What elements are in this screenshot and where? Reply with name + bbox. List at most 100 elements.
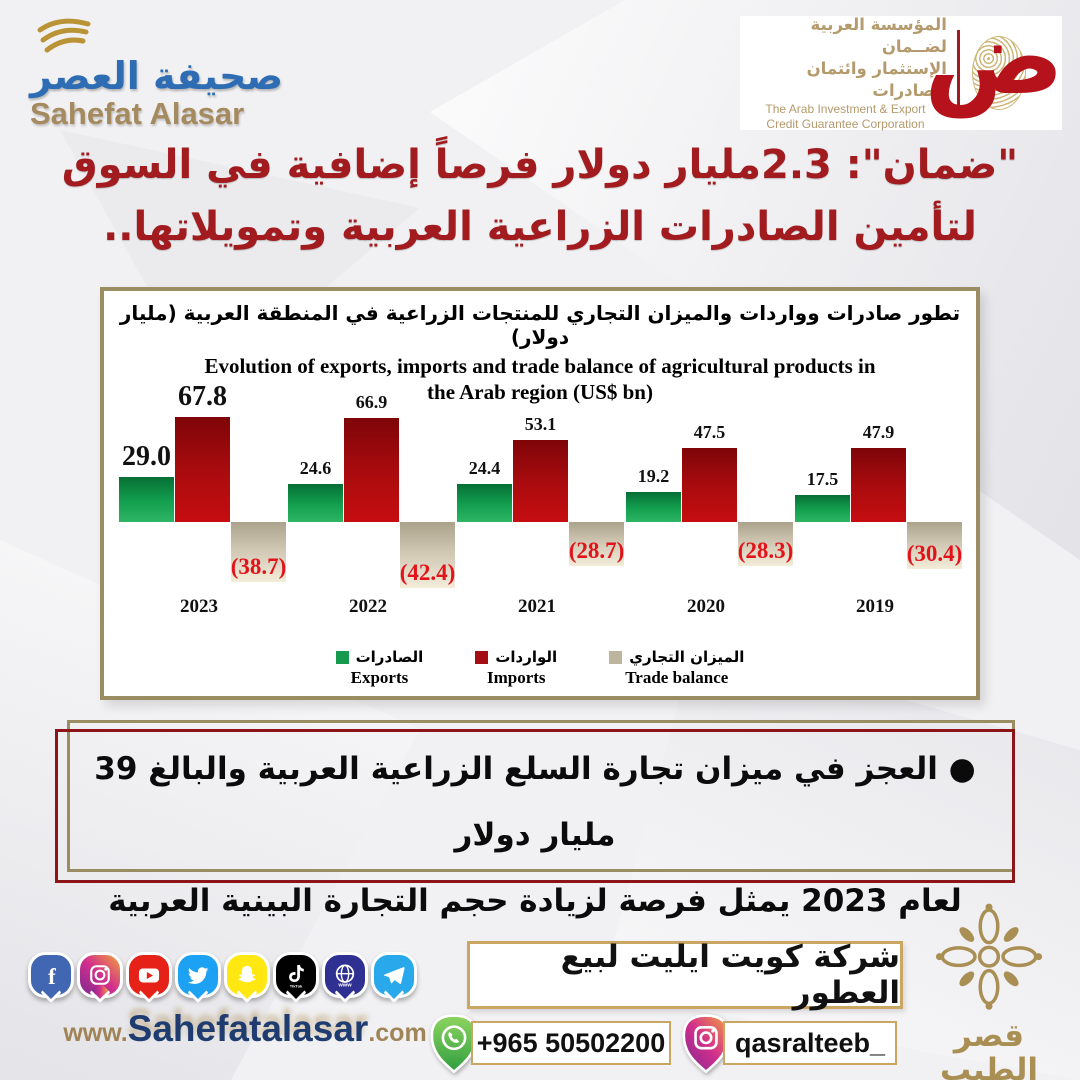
instagram-icon[interactable] (77, 952, 123, 998)
note-line-1: ● العجز في ميزان تجارة السلع الزراعية ال… (94, 751, 976, 853)
website-prefix: www. (63, 1019, 128, 1047)
bar-imports-2019 (851, 448, 906, 522)
website-suffix: .com (368, 1019, 427, 1047)
legend-label-ar: الصادرات (355, 648, 424, 666)
value-label: 47.5 (693, 422, 726, 442)
snapchat-icon[interactable] (224, 952, 270, 998)
bar-exports-2020 (626, 492, 681, 522)
headline-line-1: "ضمان": 2.3مليار دولار فرصاً إضافية في ا… (61, 142, 1019, 188)
value-label: 67.8 (178, 381, 227, 412)
instagram-handle-box[interactable]: qasralteeb_ (723, 1021, 897, 1065)
chart-group-2022: 24.6 66.9 (42.4) 2022 (273, 387, 455, 627)
chart-plot: 29.0 67.8 (38.7) 2023 24.6 66.9 (42.4) 2022 24.4… (104, 381, 976, 627)
value-label: 53.1 (524, 414, 557, 434)
bar-exports-2023 (119, 477, 174, 522)
instagram-handle: qasralteeb_ (734, 1027, 886, 1058)
bar-exports-2019 (795, 495, 850, 522)
bar-trade-balance-2022 (400, 522, 455, 588)
value-label: (28.3) (737, 538, 794, 563)
bar-imports-2021 (513, 440, 568, 522)
legend-swatch (335, 650, 349, 664)
svg-text:TikTok: TikTok (290, 983, 303, 988)
category-label-2023: 2023 (180, 596, 218, 617)
website-name: Sahefatalasar (127, 1008, 369, 1049)
dad-letter: ض (924, 0, 1064, 118)
category-label-2019: 2019 (856, 596, 894, 617)
legend-item-trade-balance: الميزان التجاري Trade balance (609, 648, 744, 688)
ad-title: شركة كويت ايليت لبيع العطور (560, 939, 900, 1011)
bar-trade-balance-2023 (231, 522, 286, 582)
bar-trade-balance-2020 (738, 522, 793, 566)
value-label: (38.7) (230, 554, 287, 579)
legend-label-ar: الواردات (495, 648, 558, 666)
bar-imports-2022 (344, 418, 399, 522)
calligraphy-oval (971, 36, 1026, 110)
corporation-name-ar-1: المؤسسة العربية لضــمان (810, 15, 947, 56)
bar-imports-2020 (682, 448, 737, 522)
legend-label-en: Exports (350, 668, 409, 687)
qasr-alteeb-logo: قصر الطيب Qasr Al-Teeb (903, 903, 1075, 1080)
chart-box: تطور صادرات وواردات والميزان التجاري للم… (100, 287, 980, 700)
facebook-icon[interactable]: f (28, 952, 74, 998)
legend-label-ar: الميزان التجاري (629, 648, 745, 666)
telegram-icon[interactable] (371, 952, 417, 998)
svg-text:f: f (48, 964, 56, 989)
www-icon[interactable]: www (322, 952, 368, 998)
youtube-icon[interactable] (126, 952, 172, 998)
headline-line-2: لتأمين الصادرات الزراعية العربية وتمويلا… (103, 204, 977, 250)
chart-legend: الصادرات Exports الواردات Imports الميزان ال… (104, 648, 976, 688)
qasr-name-arabic: قصر الطيب (940, 1018, 1038, 1080)
corporation-name-ar-2: الإستثمار وائتمان الصادرات (806, 59, 947, 100)
headline: "ضمان": 2.3مليار دولار فرصاً إضافية في ا… (40, 134, 1040, 258)
whatsapp-number-box[interactable]: +965 50502200 (471, 1021, 671, 1065)
category-label-2022: 2022 (349, 596, 387, 617)
social-icons-row: f TikTok www (28, 952, 417, 998)
chart-title-arabic: تطور صادرات وواردات والميزان التجاري للم… (119, 301, 961, 349)
guarantee-corporation-logo: المؤسسة العربية لضــمان الإستثمار وائتما… (740, 0, 1064, 132)
chart-group-2019: 17.5 47.9 (30.4) 2019 (780, 387, 962, 627)
whatsapp-badge-icon[interactable] (427, 1013, 481, 1073)
tiktok-icon[interactable]: TikTok (273, 952, 319, 998)
value-label: (42.4) (399, 560, 456, 585)
note-text: ● العجز في ميزان تجارة السلع الزراعية ال… (70, 736, 1000, 934)
chart-group-2020: 19.2 47.5 (28.3) 2020 (611, 387, 793, 627)
chart-group-2021: 24.4 53.1 (28.7) 2021 (442, 387, 624, 627)
value-label: (30.4) (906, 541, 963, 566)
ad-title-box: شركة كويت ايليت لبيع العطور (467, 939, 903, 1011)
website-link[interactable]: www.Sahefatalasar.com (40, 1008, 450, 1050)
chart-title-english: Evolution of exports, imports and trade … (204, 354, 876, 404)
legend-label-en: Trade balance (625, 668, 729, 687)
twitter-icon[interactable] (175, 952, 221, 998)
brand-name-english: Sahefat Alasar (30, 96, 245, 131)
value-label: 29.0 (122, 441, 171, 472)
corporation-name-en-1: The Arab Investment & Export (765, 102, 926, 116)
bar-imports-2023 (175, 417, 230, 522)
brand-name-arabic: صحيفة العصر (30, 54, 284, 98)
category-label-2020: 2020 (687, 596, 725, 617)
legend-item-exports: الصادرات Exports (335, 648, 424, 688)
svg-text:www: www (337, 982, 352, 988)
value-label: 24.6 (299, 458, 332, 478)
category-label-2021: 2021 (518, 596, 556, 617)
legend-swatch (475, 650, 489, 664)
value-label: (28.7) (568, 538, 625, 563)
value-label: 17.5 (806, 469, 839, 489)
corporation-name: المؤسسة العربية لضــمان الإستثمار وائتما… (744, 14, 947, 132)
dad-emblem: ض (924, 0, 1064, 126)
swoosh-icon (37, 18, 91, 53)
whatsapp-number: +965 50502200 (476, 1027, 666, 1058)
value-label: 47.9 (862, 422, 895, 442)
bar-exports-2022 (288, 484, 343, 522)
legend-label-en: Imports (486, 668, 546, 687)
ornament-icon (935, 903, 1043, 1010)
value-label: 24.4 (468, 458, 501, 478)
legend-item-imports: الواردات Imports (475, 648, 557, 688)
value-label: 19.2 (637, 466, 670, 486)
divider (956, 30, 960, 116)
brand-logo: صحيفة العصر Sahefat Alasar (30, 18, 320, 132)
bar-trade-balance-2021 (569, 522, 624, 566)
instagram-badge-icon[interactable] (679, 1013, 733, 1073)
corporation-name-en-2: Credit Guarantee Corporation (766, 117, 925, 131)
chart-group-2023: 29.0 67.8 (38.7) 2023 (104, 381, 286, 627)
